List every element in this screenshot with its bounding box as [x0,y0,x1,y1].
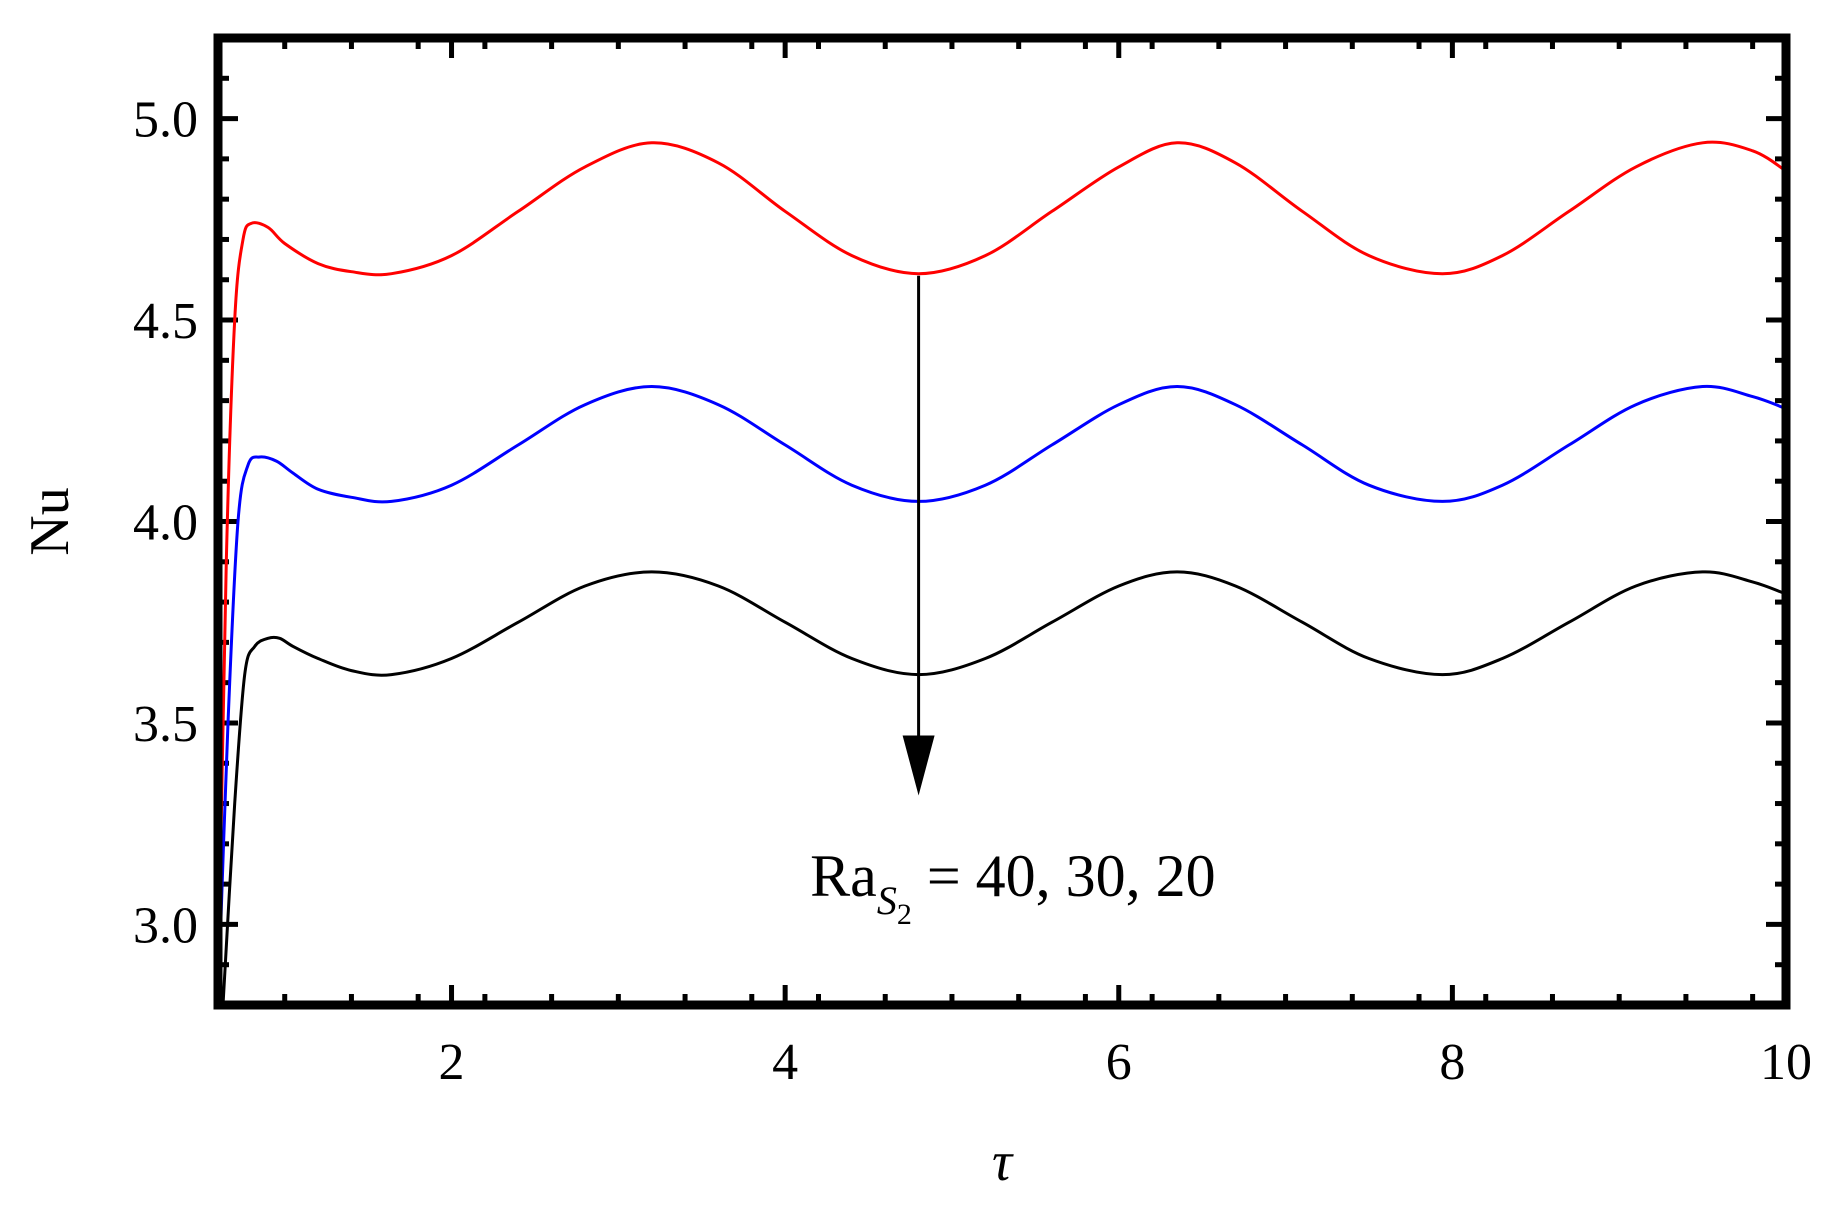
y-tick-label: 4.0 [133,495,198,552]
x-tick-label: 8 [1439,1034,1465,1091]
x-tick-label: 6 [1106,1034,1132,1091]
x-axis-label: τ [992,1131,1014,1193]
series-line-3 [221,570,1786,1005]
x-tick-label: 2 [439,1034,465,1091]
annotation-arrow-head [902,735,935,796]
y-tick-label: 4.5 [133,293,198,350]
annotation-label: RaS2 = 40, 30, 20 [810,843,1215,931]
series-line-1 [218,140,1786,1005]
series-line-2 [218,384,1786,1005]
x-tick-label: 4 [772,1034,798,1091]
annotation: RaS2 = 40, 30, 20 [810,275,1216,931]
annotation-label-subsub: 2 [897,898,912,931]
plot-frame [213,33,1791,1010]
y-axis-label: Nu [19,487,81,555]
tick-labels: 2 4 6 8 10 3.0 3.5 4.0 4.5 5.0 [133,92,1812,1091]
annotation-label-main: Ra [810,843,877,909]
y-tick-label: 5.0 [133,92,198,149]
annotation-label-sub: S [877,878,897,923]
x-tick-label: 10 [1760,1034,1812,1091]
y-tick-label: 3.5 [133,696,198,753]
annotation-label-rest: = 40, 30, 20 [912,843,1216,909]
plot-series [218,140,1786,1005]
y-tick-label: 3.0 [133,897,198,954]
